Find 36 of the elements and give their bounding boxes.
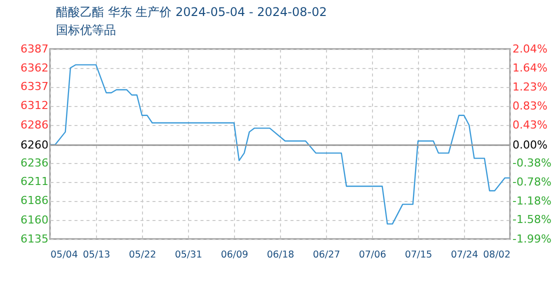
y2-tick-label: 2.04% <box>512 42 548 56</box>
y2-tick-label: 1.23% <box>512 80 548 94</box>
y-tick-label: 6160 <box>20 214 48 227</box>
y-tick-label: 6337 <box>20 80 48 94</box>
x-tick-label: 07/06 <box>358 250 386 260</box>
x-tick-label: 06/09 <box>220 250 248 260</box>
y2-tick-label: -0.78% <box>512 175 552 188</box>
y-tick-label: 6387 <box>20 42 48 56</box>
line-series <box>49 64 511 225</box>
chart-subtitle: 国标优等品 <box>56 23 116 37</box>
y2-tick-label: -1.58% <box>512 213 552 226</box>
y-tick-label: 6135 <box>20 232 48 246</box>
x-tick-label: 06/18 <box>266 250 294 260</box>
x-tick-label: 05/31 <box>174 250 202 260</box>
y-tick-label: 6312 <box>20 99 48 112</box>
y-tick-label: 6260 <box>20 138 48 152</box>
y-tick-label: 6186 <box>20 194 48 208</box>
y2-tick-label: -1.99% <box>512 232 552 246</box>
x-tick-label: 05/13 <box>82 250 110 260</box>
x-tick-label: 07/15 <box>404 250 432 260</box>
x-tick-label: 05/04 <box>50 250 78 260</box>
y2-tick-label: 0.83% <box>512 100 548 113</box>
y2-tick-label: 0.43% <box>512 118 548 132</box>
y-tick-label: 6211 <box>20 175 48 188</box>
x-tick-label: 08/02 <box>483 250 510 260</box>
x-tick-label: 07/24 <box>450 250 478 260</box>
y-tick-label: 6236 <box>20 156 48 170</box>
chart-title: 醋酸乙酯 华东 生产价 2024-05-04 - 2024-08-02 <box>56 5 327 19</box>
y-tick-label: 6362 <box>20 61 48 74</box>
y2-tick-label: -1.18% <box>512 194 552 208</box>
y2-tick-label: 0.00% <box>512 138 548 152</box>
y-tick-label: 6286 <box>20 118 48 132</box>
y2-tick-label: 1.64% <box>512 61 548 74</box>
x-tick-label: 05/22 <box>128 250 156 260</box>
x-tick-label: 06/27 <box>312 250 340 260</box>
y2-tick-label: -0.38% <box>512 156 552 170</box>
